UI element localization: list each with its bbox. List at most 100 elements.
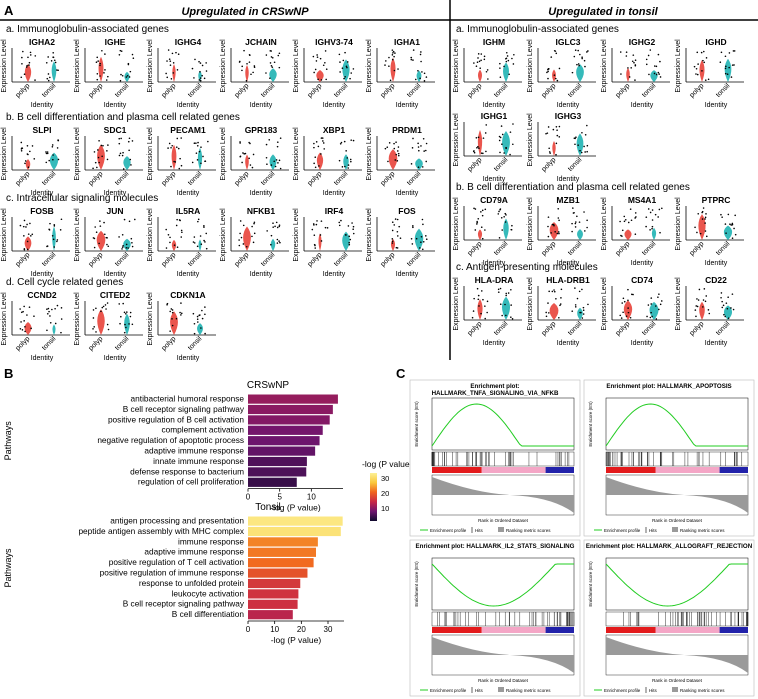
gene-title: MZB1 xyxy=(556,195,579,205)
cell-point xyxy=(658,208,661,211)
cell-point xyxy=(507,59,510,62)
cell-point xyxy=(393,55,395,58)
cell-point xyxy=(512,123,514,125)
cell-point xyxy=(26,144,29,147)
cell-point xyxy=(410,56,413,59)
x-axis-label: Identity xyxy=(483,176,506,183)
cell-point xyxy=(201,309,203,312)
cell-point xyxy=(93,326,95,328)
legend-label: Hits xyxy=(649,688,657,693)
cell-point xyxy=(558,316,560,319)
cell-point xyxy=(322,142,325,144)
colorbar-rect xyxy=(370,473,377,521)
cell-point xyxy=(278,225,281,228)
cell-point xyxy=(134,218,136,221)
cell-point xyxy=(341,166,344,168)
cell-point xyxy=(579,149,581,152)
group-label: tonsil xyxy=(187,82,204,99)
cell-point xyxy=(727,296,729,299)
cell-point xyxy=(126,74,129,77)
gene-title: IGHG1 xyxy=(481,111,508,121)
violin-plot-hla-drb1: HLA-DRB1 Expression Level polyp tonsil Ident… xyxy=(527,275,596,347)
cell-point xyxy=(128,220,131,223)
cell-point xyxy=(56,147,59,149)
cell-point xyxy=(349,238,352,241)
gene-title: IRF4 xyxy=(325,206,344,216)
cell-point xyxy=(120,315,122,318)
cell-point xyxy=(252,153,255,156)
cell-point xyxy=(20,141,23,144)
cell-point xyxy=(193,77,195,79)
gene-title: GPR183 xyxy=(245,125,278,135)
violin-plot-gpr183: GPR183 Expression Level polyp tonsil Identit… xyxy=(220,125,289,197)
violin xyxy=(123,156,131,170)
cell-point xyxy=(105,308,107,310)
violin xyxy=(501,296,511,320)
cell-point xyxy=(391,242,394,244)
cell-point xyxy=(176,218,178,221)
cell-point xyxy=(316,220,318,222)
category-label: antibacterial humoral response xyxy=(131,393,245,403)
cell-point xyxy=(411,147,414,149)
cell-point xyxy=(348,241,350,244)
cell-point xyxy=(508,73,510,76)
gsea-layer: Enrichment plot:HALLMARK_TNFA_SIGNALING_… xyxy=(409,379,755,697)
cell-point xyxy=(165,228,167,231)
cell-point xyxy=(167,234,170,236)
colorbar-title: -log (P value) xyxy=(362,459,413,469)
cell-point xyxy=(99,62,102,65)
gene-title: HLA-DRB1 xyxy=(546,275,590,285)
cell-point xyxy=(732,308,735,311)
gene-title: IGHM xyxy=(483,37,505,47)
cell-point xyxy=(394,159,397,161)
y-axis-label: Expression Level xyxy=(1,292,8,346)
cell-point xyxy=(571,222,573,225)
violin xyxy=(724,58,732,82)
cell-point xyxy=(94,226,97,228)
cell-point xyxy=(654,213,657,216)
cell-point xyxy=(269,62,272,64)
y-axis-label: Expression Level xyxy=(366,39,373,93)
cell-point xyxy=(576,215,578,218)
group-label: polyp xyxy=(88,335,105,352)
cell-point xyxy=(587,50,589,52)
cell-point xyxy=(345,150,347,152)
cell-point xyxy=(49,76,51,79)
cell-point xyxy=(196,318,199,320)
cell-point xyxy=(412,226,414,229)
cell-point xyxy=(560,288,563,291)
cell-point xyxy=(659,60,661,63)
cell-point xyxy=(52,51,55,54)
cell-point xyxy=(391,229,394,232)
cell-point xyxy=(119,49,122,52)
cell-point xyxy=(325,68,328,70)
rank-color-segment xyxy=(481,467,546,473)
cell-point xyxy=(619,220,621,223)
cell-point xyxy=(270,164,273,166)
violin xyxy=(552,140,556,156)
cell-point xyxy=(324,50,327,52)
legend-rank-swatch xyxy=(498,527,504,532)
group-label: tonsil xyxy=(641,82,658,99)
violin xyxy=(576,133,584,156)
cell-point xyxy=(266,230,268,232)
cell-point xyxy=(98,161,100,164)
cell-point xyxy=(170,146,172,149)
cell-point xyxy=(505,292,508,295)
bar xyxy=(248,558,314,568)
cell-point xyxy=(629,208,632,210)
panel-c-letter: C xyxy=(396,366,406,381)
cell-point xyxy=(119,322,121,325)
cell-point xyxy=(118,53,121,56)
x-axis-label: Identity xyxy=(250,102,273,109)
cell-point xyxy=(203,226,205,228)
cell-point xyxy=(178,219,181,221)
cell-point xyxy=(279,167,282,170)
cell-point xyxy=(587,303,589,306)
cell-point xyxy=(499,208,502,210)
cell-point xyxy=(350,160,352,163)
cell-point xyxy=(51,308,53,311)
cell-point xyxy=(27,233,30,235)
cell-point xyxy=(631,293,633,296)
cell-point xyxy=(166,76,169,79)
